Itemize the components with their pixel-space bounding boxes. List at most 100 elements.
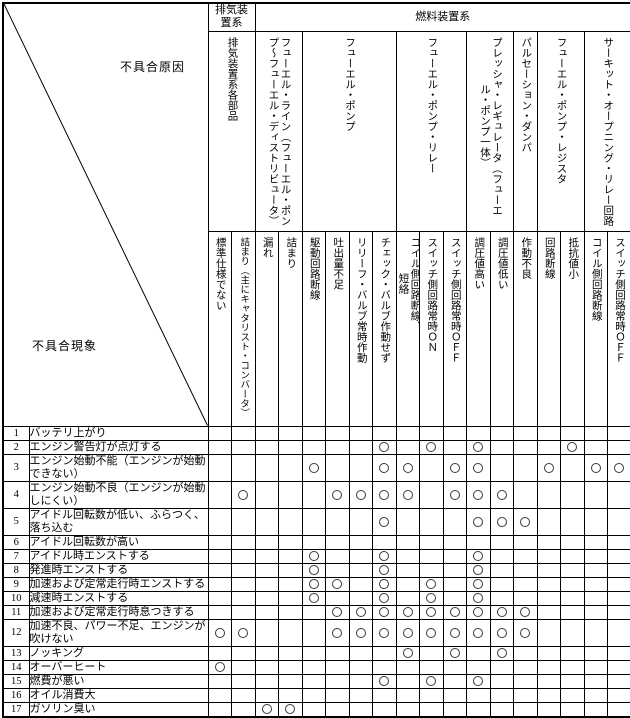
matrix-cell — [207, 687, 232, 703]
matrix-cell — [583, 618, 608, 647]
matrix-cell — [513, 576, 538, 592]
row-number: 15 — [2, 673, 30, 689]
mark-circle — [520, 627, 531, 638]
matrix-cell — [419, 453, 444, 482]
matrix-cell — [348, 604, 373, 620]
matrix-cell — [231, 562, 256, 578]
matrix-cell — [489, 701, 514, 717]
matrix-cell — [348, 673, 373, 689]
matrix-cell — [395, 562, 420, 578]
matrix-cell — [372, 425, 397, 441]
matrix-cell — [254, 590, 279, 606]
matrix-cell — [536, 659, 561, 675]
matrix-cell — [560, 534, 585, 550]
mark-circle — [379, 607, 390, 617]
matrix-cell — [536, 701, 561, 717]
matrix-cell — [301, 548, 326, 564]
matrix-cell — [583, 659, 608, 675]
matrix-cell — [301, 534, 326, 550]
mark-circle — [520, 607, 531, 617]
matrix-cell — [489, 534, 514, 550]
matrix-cell — [513, 701, 538, 717]
matrix-cell — [560, 645, 585, 661]
matrix-cell — [254, 562, 279, 578]
matrix-cell — [583, 590, 608, 606]
matrix-cell — [583, 576, 608, 592]
matrix-cell — [254, 673, 279, 689]
matrix-cell — [466, 604, 491, 620]
matrix-cell — [583, 507, 608, 536]
mark-circle — [308, 593, 319, 603]
matrix-cell — [254, 701, 279, 717]
matrix-cell — [419, 480, 444, 509]
matrix-cell — [419, 645, 444, 661]
cause-label: 調圧値低い — [496, 236, 508, 290]
matrix-cell — [489, 439, 514, 455]
matrix-cell — [419, 618, 444, 647]
matrix-cell — [325, 645, 350, 661]
matrix-cell — [560, 618, 585, 647]
matrix-cell — [278, 590, 303, 606]
matrix-cell — [513, 618, 538, 647]
matrix-cell — [231, 576, 256, 592]
matrix-cell — [325, 439, 350, 455]
matrix-cell — [489, 604, 514, 620]
matrix-cell — [607, 618, 630, 647]
matrix-cell — [278, 425, 303, 441]
matrix-cell — [513, 604, 538, 620]
component-group-header: フューエル・ポンプ — [301, 30, 397, 232]
mark-circle — [238, 489, 249, 500]
matrix-cell — [419, 439, 444, 455]
matrix-cell — [207, 604, 232, 620]
cause-axis-label: 不具合原因 — [120, 60, 186, 74]
matrix-cell — [442, 659, 467, 675]
cause-header: 標準仕様でない — [207, 230, 232, 427]
phenomenon-label: ノッキング — [28, 645, 209, 661]
mark-circle — [355, 607, 366, 617]
matrix-cell — [325, 576, 350, 592]
matrix-cell — [560, 439, 585, 455]
mark-circle — [214, 662, 225, 672]
component-group-header: フューエル・ライン（フューエル・ポン プ～フューエル・ディストリビュータ） — [254, 30, 303, 232]
matrix-cell — [278, 534, 303, 550]
mark-circle — [379, 676, 390, 686]
cause-header: 詰まり（主にキャタリスト・コンバータ） — [231, 230, 256, 427]
table-row: 13 ノッキング — [2, 645, 630, 661]
mark-circle — [473, 627, 484, 638]
matrix-cell — [419, 425, 444, 441]
matrix-cell — [207, 439, 232, 455]
row-number: 13 — [2, 645, 30, 661]
phenomenon-label: 発進時エンストする — [28, 562, 209, 578]
mark-circle — [308, 462, 319, 473]
cause-header: スイッチ側回路常時ＯＦＦ — [442, 230, 467, 427]
table-row: 6 アイドル回転数が高い — [2, 534, 630, 550]
cause-label: 調圧値高い — [473, 236, 485, 290]
matrix-cell — [560, 604, 585, 620]
matrix-cell — [536, 645, 561, 661]
mark-circle — [379, 462, 390, 473]
matrix-cell — [207, 480, 232, 509]
matrix-cell — [583, 562, 608, 578]
matrix-cell — [536, 548, 561, 564]
matrix-cell — [419, 687, 444, 703]
matrix-cell — [489, 507, 514, 536]
table-row: 9 加速および定常走行時エンストする — [2, 576, 630, 592]
matrix-cell — [560, 507, 585, 536]
mark-circle — [402, 648, 413, 658]
matrix-cell — [536, 507, 561, 536]
matrix-cell — [348, 439, 373, 455]
matrix-cell — [536, 590, 561, 606]
mark-circle — [355, 627, 366, 638]
phenomenon-label: 加速不良、パワー不足、エンジンが吹けない — [28, 618, 209, 647]
matrix-cell — [560, 548, 585, 564]
matrix-cell — [372, 562, 397, 578]
matrix-cell — [231, 659, 256, 675]
matrix-cell — [348, 507, 373, 536]
matrix-cell — [419, 534, 444, 550]
matrix-cell — [583, 439, 608, 455]
mark-circle — [426, 579, 437, 589]
matrix-cell — [536, 480, 561, 509]
matrix-cell — [513, 645, 538, 661]
matrix-cell — [231, 673, 256, 689]
